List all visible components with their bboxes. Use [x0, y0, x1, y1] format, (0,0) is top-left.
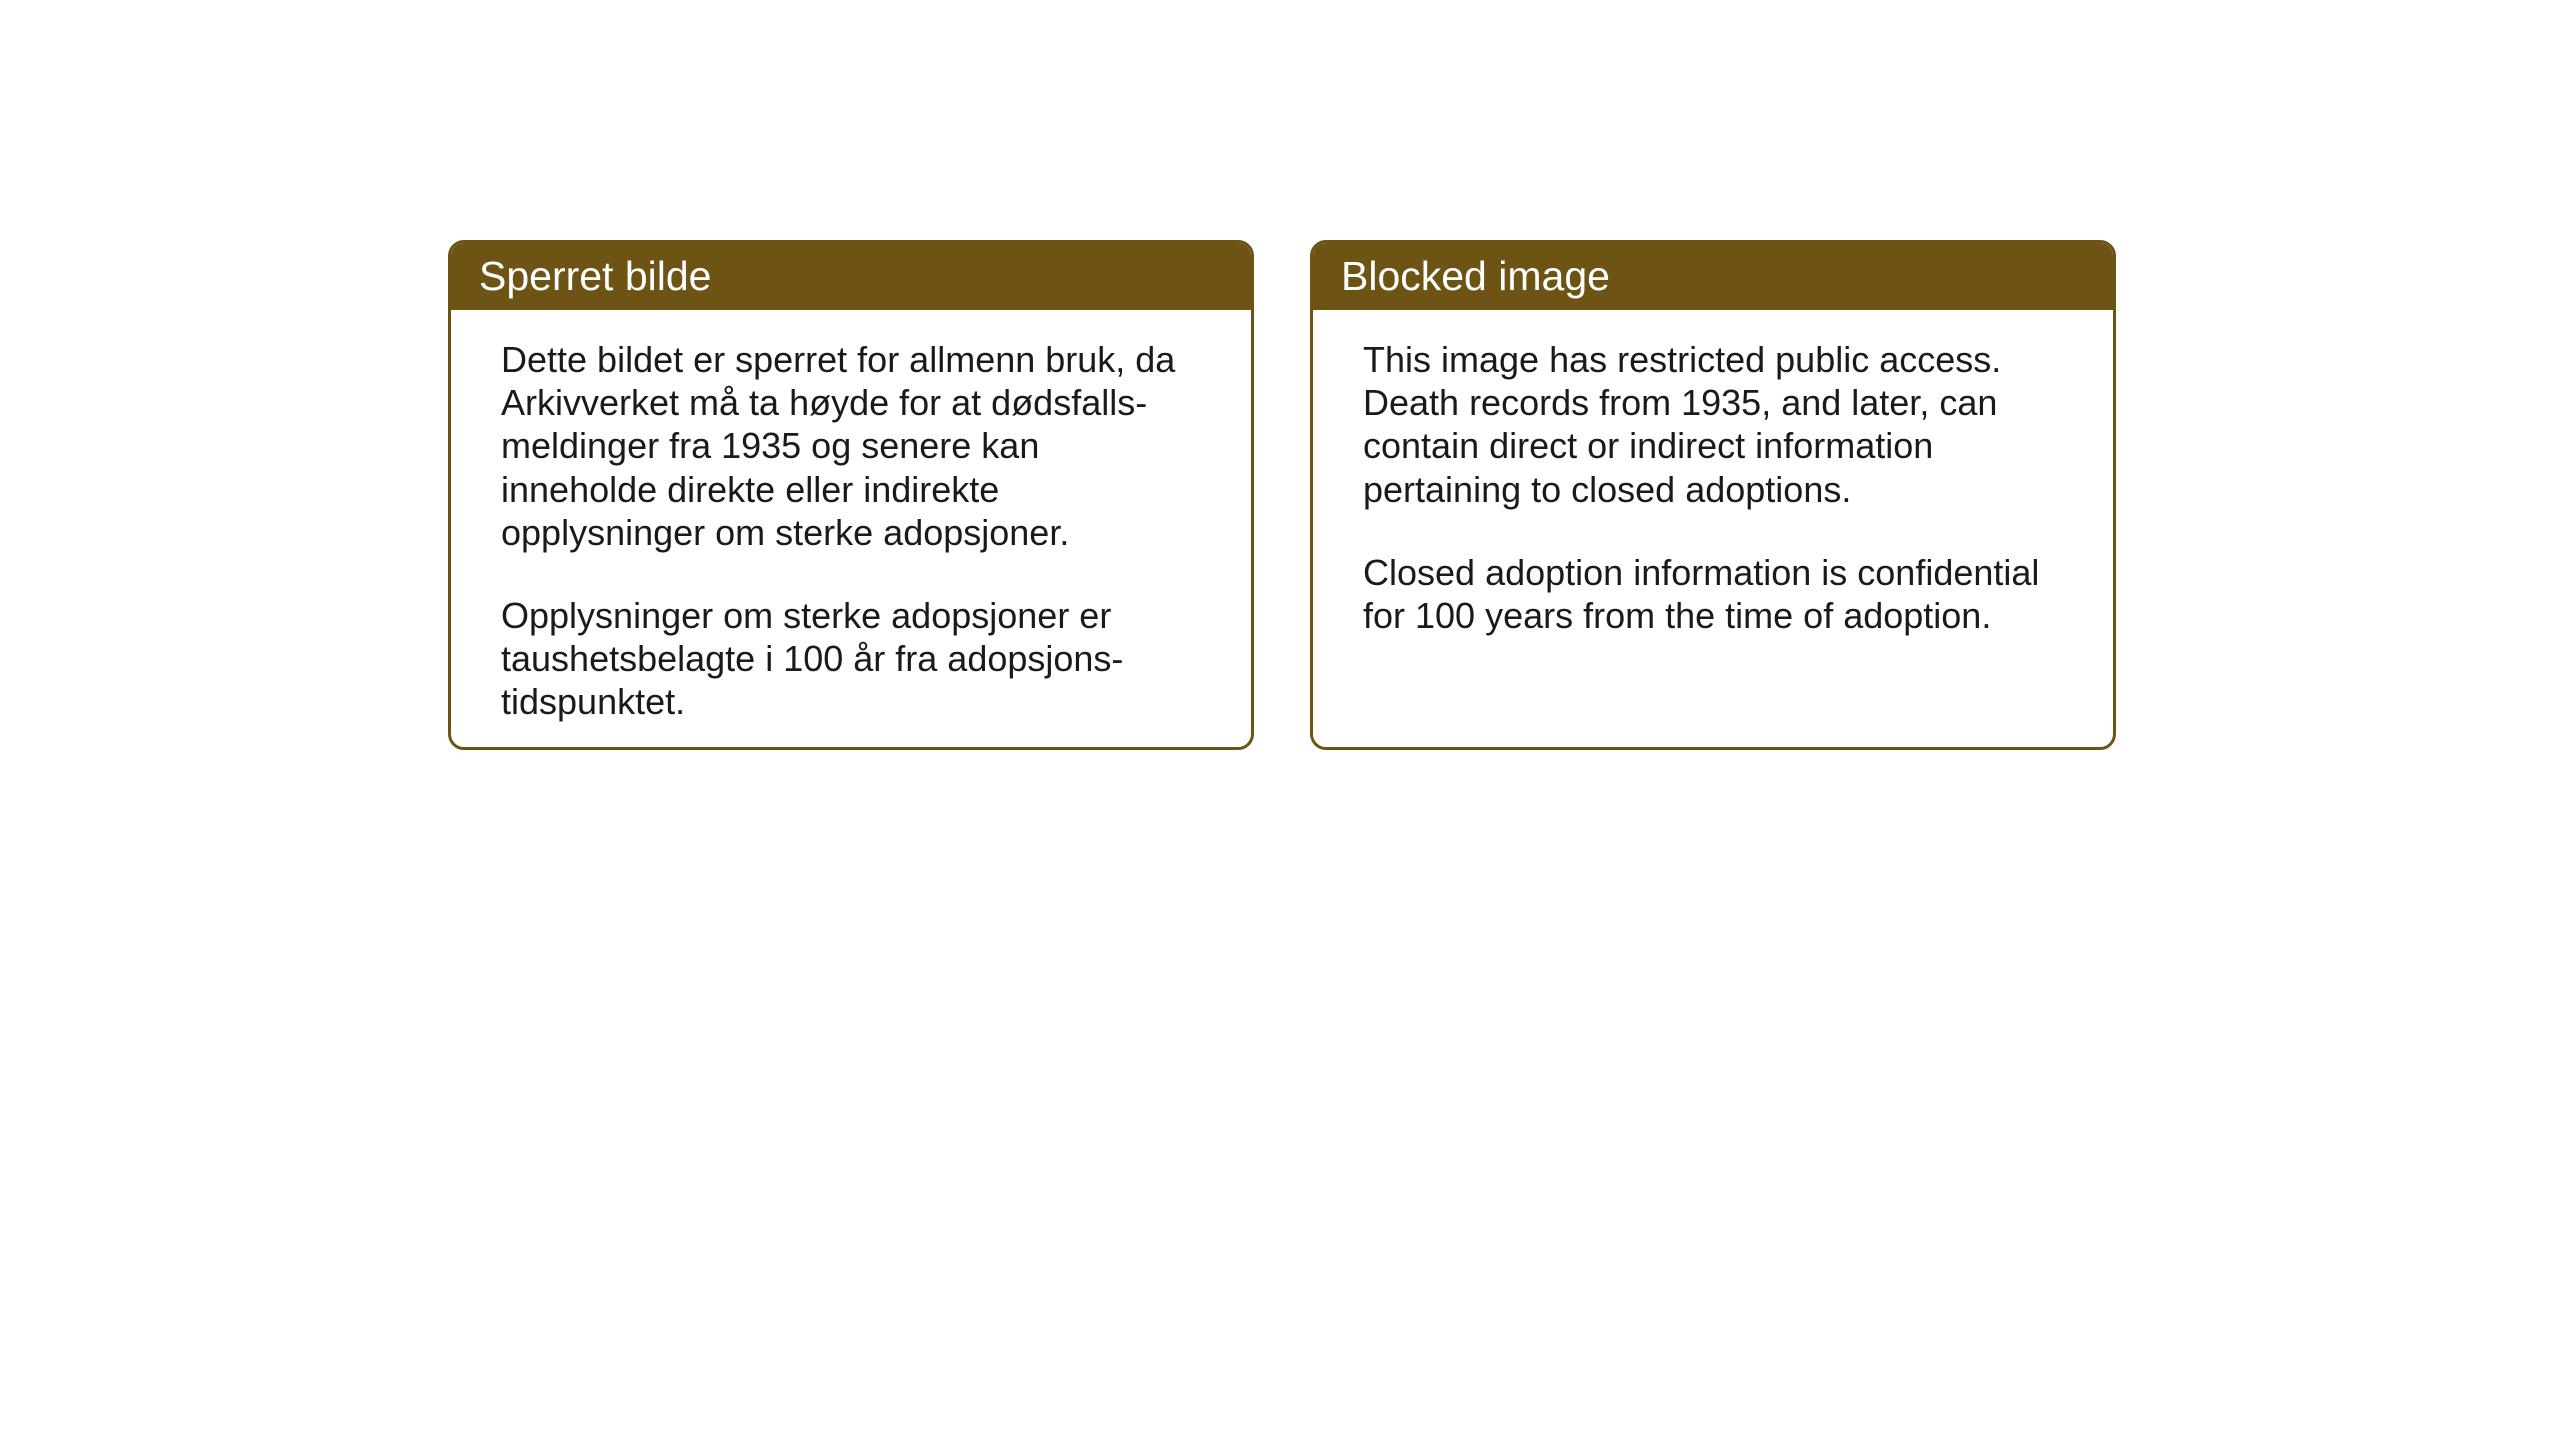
english-paragraph-2: Closed adoption information is confident… — [1363, 551, 2063, 637]
english-body: This image has restricted public access.… — [1313, 310, 2113, 677]
english-header: Blocked image — [1313, 243, 2113, 310]
norwegian-header: Sperret bilde — [451, 243, 1251, 310]
english-paragraph-1: This image has restricted public access.… — [1363, 338, 2063, 511]
info-boxes-container: Sperret bilde Dette bildet er sperret fo… — [448, 240, 2116, 750]
norwegian-body: Dette bildet er sperret for allmenn bruk… — [451, 310, 1251, 750]
norwegian-info-box: Sperret bilde Dette bildet er sperret fo… — [448, 240, 1254, 750]
english-info-box: Blocked image This image has restricted … — [1310, 240, 2116, 750]
norwegian-paragraph-1: Dette bildet er sperret for allmenn bruk… — [501, 338, 1201, 554]
norwegian-paragraph-2: Opplysninger om sterke adopsjoner er tau… — [501, 594, 1201, 724]
